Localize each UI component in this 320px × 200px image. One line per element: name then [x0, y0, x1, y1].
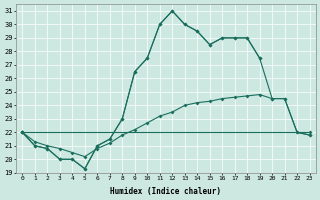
- X-axis label: Humidex (Indice chaleur): Humidex (Indice chaleur): [110, 187, 221, 196]
